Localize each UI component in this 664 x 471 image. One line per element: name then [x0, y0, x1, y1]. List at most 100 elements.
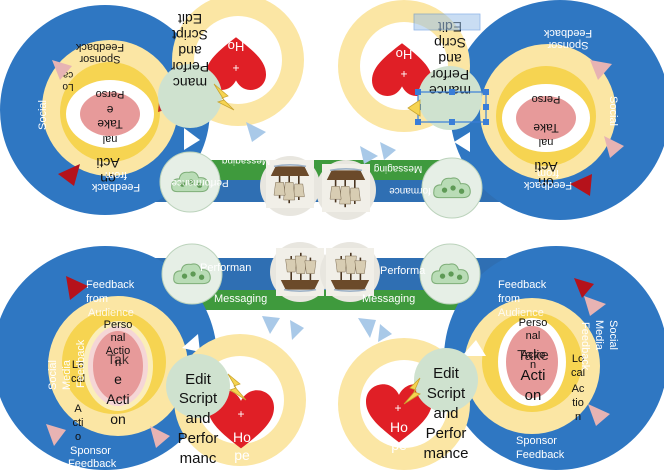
bottom-left-audience: Audience	[88, 307, 134, 319]
bottom-ships	[270, 242, 380, 302]
bottom-right-from: from	[498, 293, 520, 305]
bottom-right-and: and	[433, 405, 458, 422]
bottom-left-performance: Performan	[200, 262, 251, 274]
top-right-edit-script: Scrip	[434, 35, 466, 51]
bottom-left-nal: nal	[111, 332, 126, 344]
bottom-left-script: Script	[179, 390, 218, 407]
bottom-right-hope-ho: Ho	[390, 419, 408, 435]
svg-text:+: +	[394, 401, 401, 415]
bottom-left-take: Tak	[107, 351, 130, 367]
bottom-left-hope-ho: Ho	[233, 429, 251, 445]
top-right-selection-title[interactable]	[413, 13, 481, 31]
bottom-left-messaging: Messaging	[214, 293, 267, 305]
top-left-feedback-title: Feedback	[75, 41, 124, 53]
top-left-social-text: Social	[37, 100, 49, 130]
top-left-cluster: Take e Perso nal Acti on Sponsor Feedbac…	[0, 5, 210, 215]
top-left-red-arrow-1	[58, 164, 80, 186]
top-right-social-text: Social	[607, 96, 619, 126]
top-right-on-text: on	[538, 175, 554, 191]
bottom-left-on: on	[110, 411, 126, 427]
top-right-cluster: Take Perso nal Acti on Sponsor Feedback …	[450, 0, 664, 220]
bottom-left-cluster: Feedback from Audience Perso nal Actio n…	[0, 246, 217, 470]
top-left-performance-text: Performance	[171, 177, 229, 188]
top-left-nal-text: nal	[103, 133, 118, 145]
bottom-right-perfor: Perfor	[426, 425, 467, 442]
top-left-local-line1: Lo	[62, 81, 74, 92]
top-left-pink-core	[80, 92, 140, 136]
bottom-left-and: and	[185, 410, 210, 427]
top-left-from-text: from	[105, 169, 127, 181]
bottom-left-action: Actio	[106, 345, 130, 357]
bottom-right-lo: Lo	[572, 353, 584, 365]
bottom-left-sponsor: Sponsor	[70, 445, 111, 457]
svg-text:+: +	[232, 61, 239, 75]
bottom-right-sponsor: Sponsor	[516, 435, 557, 447]
bottom-right-cluster: Feedback from Audience Perso nal Actio n…	[444, 246, 664, 470]
bottom-right-social: Social	[607, 320, 619, 350]
top-right-hope-ho: Ho	[396, 47, 413, 62]
bottom-left-acti: Acti	[106, 391, 129, 407]
bottom-right-mance: mance	[423, 445, 468, 462]
bottom-right-sponsor-feedback: Feedback	[516, 449, 565, 461]
bottom-green-band	[150, 290, 510, 310]
top-half: Take e Perso nal Acti on Sponsor Feedbac…	[0, 0, 664, 220]
bottom-right-action: Actio	[521, 349, 545, 361]
top-right-feedback-title: Feedback	[543, 27, 592, 39]
top-right-edit-and: and	[438, 51, 461, 67]
top-left-edit-manc: manc	[173, 75, 207, 91]
top-left-sponsor-text: Sponsor	[79, 53, 120, 65]
bottom-right-personal: Perso	[519, 317, 548, 329]
top-left-edit-bubble	[158, 64, 222, 128]
bottom-right-nal: nal	[526, 330, 541, 342]
top-right-take-text: Take	[533, 121, 559, 135]
top-left-messaging-text: Messaging	[222, 155, 270, 166]
top-left-action-line2: on	[100, 171, 116, 187]
bottom-right-feedback-from: Feedback	[498, 279, 547, 291]
bottom-left-feedback-vertical: Feedback	[75, 339, 87, 388]
top-right-personal-text: Perso	[532, 93, 561, 105]
bottom-left-from: from	[86, 293, 108, 305]
bottom-left-a: A	[74, 403, 82, 415]
top-left-edit-perfor: Perfor	[171, 59, 209, 75]
top-right-messaging-text: Messaging	[374, 163, 422, 174]
bottom-left-social: Social	[47, 360, 59, 390]
bottom-left-manc: manc	[180, 450, 217, 467]
svg-text:+: +	[400, 67, 407, 81]
top-left-light-arrow	[52, 60, 72, 80]
bottom-left-perfor: Perfor	[178, 430, 219, 447]
bottom-left-ctio: cti	[73, 417, 84, 429]
bottom-right-on: on	[525, 387, 542, 404]
bottom-left-feedback-from: Feedback	[86, 279, 135, 291]
top-right-nal-text: nal	[539, 136, 554, 148]
bottom-right-take: Take	[517, 347, 549, 364]
bottom-right-acti: Acti	[520, 367, 545, 384]
bottom-right-edit: Edit	[433, 365, 460, 382]
top-right-performance-text: formance	[389, 185, 431, 196]
top-ships	[260, 156, 376, 220]
svg-text:+: +	[237, 407, 244, 421]
bottom-half: Feedback from Audience Perso nal Actio n…	[0, 242, 664, 470]
svg-text:e: e	[106, 103, 113, 117]
bottom-right-audience: Audience	[498, 307, 544, 319]
top-right-hope-pe: pe	[397, 33, 411, 48]
top-left-take-text: Take	[97, 117, 123, 131]
bottom-left-media: Media	[61, 359, 73, 390]
bottom-right-performance: Performa	[380, 265, 426, 277]
bottom-left-sponsor-feedback: Feedback	[68, 458, 117, 470]
bottom-right-cal: cal	[571, 367, 585, 379]
bottom-right-n: n	[530, 359, 536, 371]
bottom-right-messaging: Messaging	[362, 293, 415, 305]
bottom-left-edit: Edit	[185, 371, 212, 388]
top-left-local-line2: ca	[62, 69, 73, 80]
top-left-blue-arrow	[246, 122, 266, 142]
top-right-from-text: from	[537, 167, 559, 179]
top-left-edit-and: and	[178, 43, 201, 59]
bottom-left-e: e	[114, 371, 122, 387]
bottom-right-ac: Ac	[572, 383, 585, 395]
bottom-right-tio: tio	[572, 397, 584, 409]
svg-text:Feedback: Feedback	[523, 179, 572, 191]
bottom-right-media: Media	[593, 320, 605, 351]
bottom-left-hope-pe: pe	[234, 447, 250, 463]
bottom-left-n: n	[115, 357, 121, 369]
